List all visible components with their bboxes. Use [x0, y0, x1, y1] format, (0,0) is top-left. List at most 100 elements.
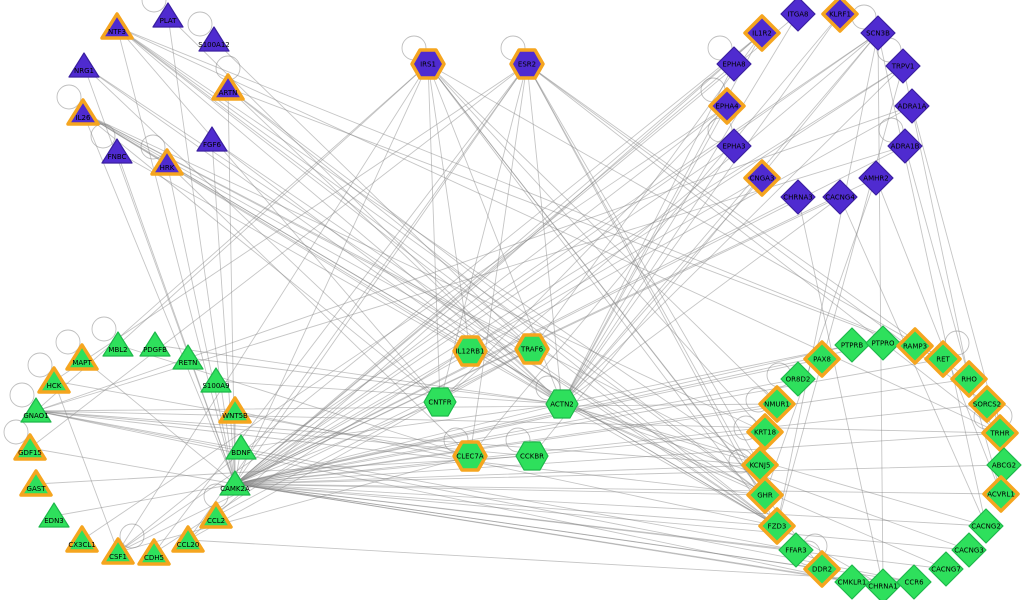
edge-EPHA4-CAMK2A[interactable]: [234, 105, 728, 485]
edge-ADRA1B-ACVRL1[interactable]: [904, 145, 1002, 495]
triangle-node-shape[interactable]: [101, 537, 135, 565]
edge-CAMK2A-KCNJ5[interactable]: [234, 464, 761, 485]
triangle-node-shape[interactable]: [65, 525, 99, 553]
edge-ESR2-KCNJ5[interactable]: [526, 63, 761, 466]
edge-ARTN-CAMK2A[interactable]: [227, 87, 236, 485]
hexagon-node-shape[interactable]: [545, 389, 579, 419]
edge-FGF6-CAMK2A[interactable]: [211, 139, 236, 485]
node-CCKBR[interactable]: CCKBR: [515, 441, 549, 471]
edge-EPHA4-CNTFR[interactable]: [439, 105, 728, 403]
edge-SCN3B-CSF1[interactable]: [117, 32, 879, 553]
edge-IL26-TRAF6[interactable]: [82, 112, 533, 350]
triangle-node-shape[interactable]: [66, 98, 100, 126]
diamond-node-shape[interactable]: [858, 160, 894, 196]
edge-CNGA3-ACTN2[interactable]: [561, 177, 763, 405]
edge-IL26-FZD3[interactable]: [82, 112, 778, 527]
edge-ACTN2-GHR[interactable]: [561, 403, 766, 496]
edge-CAMK2A-CACNG3[interactable]: [234, 483, 970, 551]
diamond-node-shape[interactable]: [896, 327, 934, 365]
edge-TRPV1-ACTN2[interactable]: [561, 65, 904, 405]
node-EDN3[interactable]: EDN3: [38, 502, 70, 528]
hexagon-node-shape[interactable]: [509, 48, 545, 80]
edge-IL26-KRT18[interactable]: [82, 112, 766, 433]
diamond-node-shape[interactable]: [896, 564, 932, 600]
edge-ACTN2-PTPRB[interactable]: [561, 344, 853, 405]
edge-ITGA8-CAMK2A[interactable]: [234, 13, 799, 485]
diamond-node-shape[interactable]: [743, 159, 781, 197]
diamond-node-shape[interactable]: [803, 340, 841, 378]
edge-SCN3B-CACNG2[interactable]: [877, 32, 987, 527]
edge-NTF3-TRAF6[interactable]: [116, 26, 533, 350]
node-KLRF1[interactable]: KLRF1: [821, 0, 859, 33]
diamond-node-shape[interactable]: [743, 14, 781, 52]
edge-GNAO1-GHR[interactable]: [35, 410, 766, 496]
triangle-node-shape[interactable]: [218, 396, 252, 424]
edge-TRPV1-FZD3[interactable]: [776, 65, 904, 527]
hexagon-node-shape[interactable]: [452, 335, 488, 367]
edge-ARTN-RET[interactable]: [227, 87, 944, 360]
edge-TRAF6-CSF1[interactable]: [117, 348, 533, 553]
edge-ACTN2-CHRNA1[interactable]: [561, 403, 884, 587]
edge-S100A9-ACTN2[interactable]: [215, 380, 563, 405]
node-PAX8[interactable]: PAX8: [803, 340, 841, 378]
diamond-node-shape[interactable]: [986, 447, 1022, 483]
edge-PDGFB-ACTN2[interactable]: [154, 344, 563, 405]
edge-CAMK2A-NMUR1[interactable]: [234, 403, 778, 485]
diamond-node-shape[interactable]: [746, 413, 784, 451]
node-IL1R2[interactable]: IL1R2: [743, 14, 781, 52]
edge-ACTN2-KCNJ5[interactable]: [561, 403, 761, 466]
edge-ESR2-CNTFR[interactable]: [439, 63, 528, 403]
edge-ARTN-ACTN2[interactable]: [227, 87, 563, 405]
edge-IRS1-GNAO1[interactable]: [35, 63, 429, 412]
edge-ESR2-ACTN2[interactable]: [526, 63, 563, 405]
edge-CAMK2A-ABCG2[interactable]: [234, 464, 1005, 485]
edge-CAMK2A-CACNG2[interactable]: [234, 483, 987, 527]
diamond-node-shape[interactable]: [865, 568, 901, 600]
triangle-node-shape[interactable]: [139, 331, 171, 357]
node-ABCG2[interactable]: ABCG2: [986, 447, 1022, 483]
edge-IL1R2-CCL20[interactable]: [187, 32, 763, 541]
edge-ADRA1A-CAMK2A[interactable]: [234, 105, 913, 485]
edge-SCN3B-CNTFR[interactable]: [439, 32, 879, 403]
edge-CAMK2A-DDR2[interactable]: [234, 483, 823, 570]
node-MAPT[interactable]: MAPT: [65, 343, 99, 371]
edge-ESR2-RHO[interactable]: [526, 63, 970, 380]
edge-IL26-IL12RB1[interactable]: [82, 112, 471, 352]
edge-ESR2-CLEC7A[interactable]: [469, 63, 528, 457]
edge-ESR2-CCL20[interactable]: [187, 63, 528, 541]
triangle-node-shape[interactable]: [152, 2, 184, 28]
diamond-node-shape[interactable]: [887, 128, 923, 164]
edge-MAPT-CAMK2A[interactable]: [81, 357, 236, 485]
edge-EPHA8-CAMK2A[interactable]: [234, 63, 735, 485]
triangle-node-shape[interactable]: [68, 52, 100, 78]
edge-SCN3B-FZD3[interactable]: [776, 32, 879, 527]
triangle-node-shape[interactable]: [37, 366, 71, 394]
node-TRAF6[interactable]: TRAF6: [514, 333, 550, 365]
triangle-node-shape[interactable]: [20, 397, 52, 423]
edge-HRK-CAMK2A[interactable]: [166, 162, 236, 485]
edge-SCN3B-CCKBR[interactable]: [531, 32, 879, 457]
edge-EPHA4-ACTN2[interactable]: [561, 105, 728, 405]
edge-KLRF1-ACTN2[interactable]: [561, 13, 841, 405]
hexagon-node-shape[interactable]: [410, 48, 446, 80]
edge-EPHA8-ACTN2[interactable]: [561, 63, 735, 405]
edge-AMHR2-CAMK2A[interactable]: [234, 177, 877, 485]
edge-IRS1-NMUR1[interactable]: [427, 63, 778, 405]
edge-IRS1-CSF1[interactable]: [117, 63, 429, 553]
diamond-node-shape[interactable]: [968, 385, 1006, 423]
edge-GNAO1-CCR6[interactable]: [35, 410, 915, 583]
diamond-node-shape[interactable]: [834, 564, 870, 600]
diamond-node-shape[interactable]: [780, 0, 816, 32]
edge-KLRF1-CLEC7A[interactable]: [469, 13, 841, 457]
node-ADRA1A[interactable]: ADRA1A: [894, 88, 930, 124]
node-S100A12[interactable]: S100A12: [198, 26, 230, 52]
edge-GNAO1-KCNJ5[interactable]: [35, 410, 761, 466]
edge-TRPV1-CDH5[interactable]: [153, 65, 904, 554]
edge-CAMK2A-ACVRL1[interactable]: [234, 483, 1002, 495]
edge-CAMK2A-RET[interactable]: [234, 358, 944, 485]
edge-TRAF6-CCL2[interactable]: [215, 348, 533, 517]
hexagon-node-shape[interactable]: [514, 333, 550, 365]
diamond-node-shape[interactable]: [822, 179, 858, 215]
edge-SCN3B-CHRNA1[interactable]: [877, 32, 884, 587]
